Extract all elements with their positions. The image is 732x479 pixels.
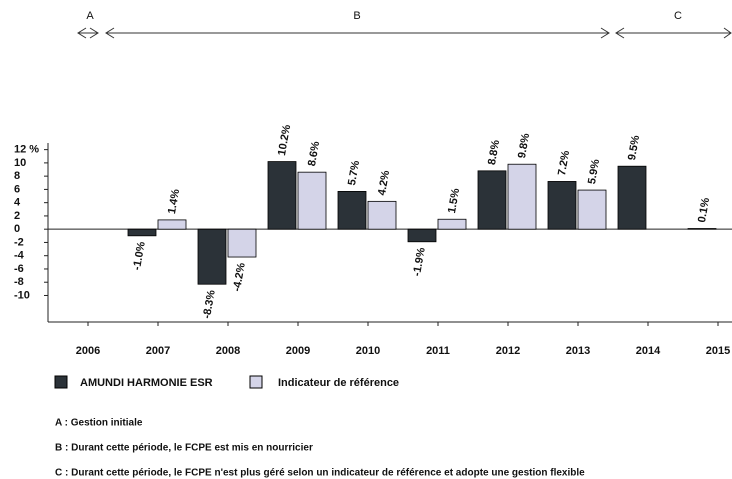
data-label: 9.8% xyxy=(516,132,532,159)
x-tick-label: 2012 xyxy=(496,345,520,357)
bar xyxy=(507,163,537,230)
legend-swatch xyxy=(249,375,263,389)
bar xyxy=(127,228,157,237)
y-tick-label: 6 xyxy=(14,183,20,195)
bar xyxy=(577,189,607,230)
x-tick-label: 2014 xyxy=(636,345,661,357)
y-tick-label: 4 xyxy=(14,197,21,209)
data-label: 4.2% xyxy=(376,169,392,196)
y-tick-label: -6 xyxy=(14,263,24,275)
y-tick-label: -4 xyxy=(14,250,25,262)
y-tick-label: -10 xyxy=(14,289,30,301)
bar xyxy=(407,228,437,243)
data-label: -1.0% xyxy=(131,241,148,272)
data-label: 9.5% xyxy=(626,134,642,161)
y-tick-label: -2 xyxy=(14,236,24,248)
bar xyxy=(337,190,367,230)
y-tick-label: -8 xyxy=(14,276,24,288)
bar xyxy=(157,219,187,230)
bar xyxy=(267,161,297,230)
period-label: A xyxy=(86,10,94,22)
x-tick-label: 2007 xyxy=(146,345,170,357)
legend-label: AMUNDI HARMONIE ESR xyxy=(80,377,213,389)
bar xyxy=(617,165,647,230)
y-tick-label: 8 xyxy=(14,170,20,182)
legend-label: Indicateur de référence xyxy=(278,377,399,389)
y-tick-label: 0 xyxy=(14,223,20,235)
x-tick-label: 2006 xyxy=(76,345,100,357)
period-label: C xyxy=(674,10,682,22)
data-label: -4.2% xyxy=(231,262,248,293)
x-tick-label: 2011 xyxy=(426,345,450,357)
data-label: 7.2% xyxy=(556,149,572,176)
note: B : Durant cette période, le FCPE est mi… xyxy=(55,443,313,454)
data-label: 8.8% xyxy=(486,139,502,166)
y-tick-label: 2 xyxy=(14,210,20,222)
bar xyxy=(367,200,397,230)
bar xyxy=(197,228,227,285)
data-label: 0.1% xyxy=(696,197,712,224)
bar xyxy=(227,228,257,258)
data-label: 5.9% xyxy=(586,158,602,185)
y-tick-label: 10 xyxy=(14,157,26,169)
legend-swatch xyxy=(54,375,68,389)
period-label: B xyxy=(353,10,360,22)
y-tick-label: 12 % xyxy=(14,144,39,156)
data-label: -8.3% xyxy=(201,289,218,320)
data-label: -1.9% xyxy=(411,247,428,278)
data-label: 1.5% xyxy=(446,187,462,214)
note: C : Durant cette période, le FCPE n'est … xyxy=(55,468,585,479)
bar xyxy=(297,171,327,230)
x-tick-label: 2009 xyxy=(286,345,310,357)
x-tick-label: 2008 xyxy=(216,345,240,357)
x-tick-label: 2010 xyxy=(356,345,380,357)
data-label: 1.4% xyxy=(166,188,182,215)
data-label: 10.2% xyxy=(276,124,293,157)
period-arrows xyxy=(77,27,732,39)
x-tick-label: 2015 xyxy=(706,345,730,357)
bar xyxy=(547,181,577,230)
bar xyxy=(437,218,467,230)
bar xyxy=(477,170,507,230)
x-tick-label: 2013 xyxy=(566,345,590,357)
bar xyxy=(687,228,717,230)
data-label: 5.7% xyxy=(346,159,362,186)
data-label: 8.6% xyxy=(306,140,322,167)
note: A : Gestion initiale xyxy=(55,418,143,429)
